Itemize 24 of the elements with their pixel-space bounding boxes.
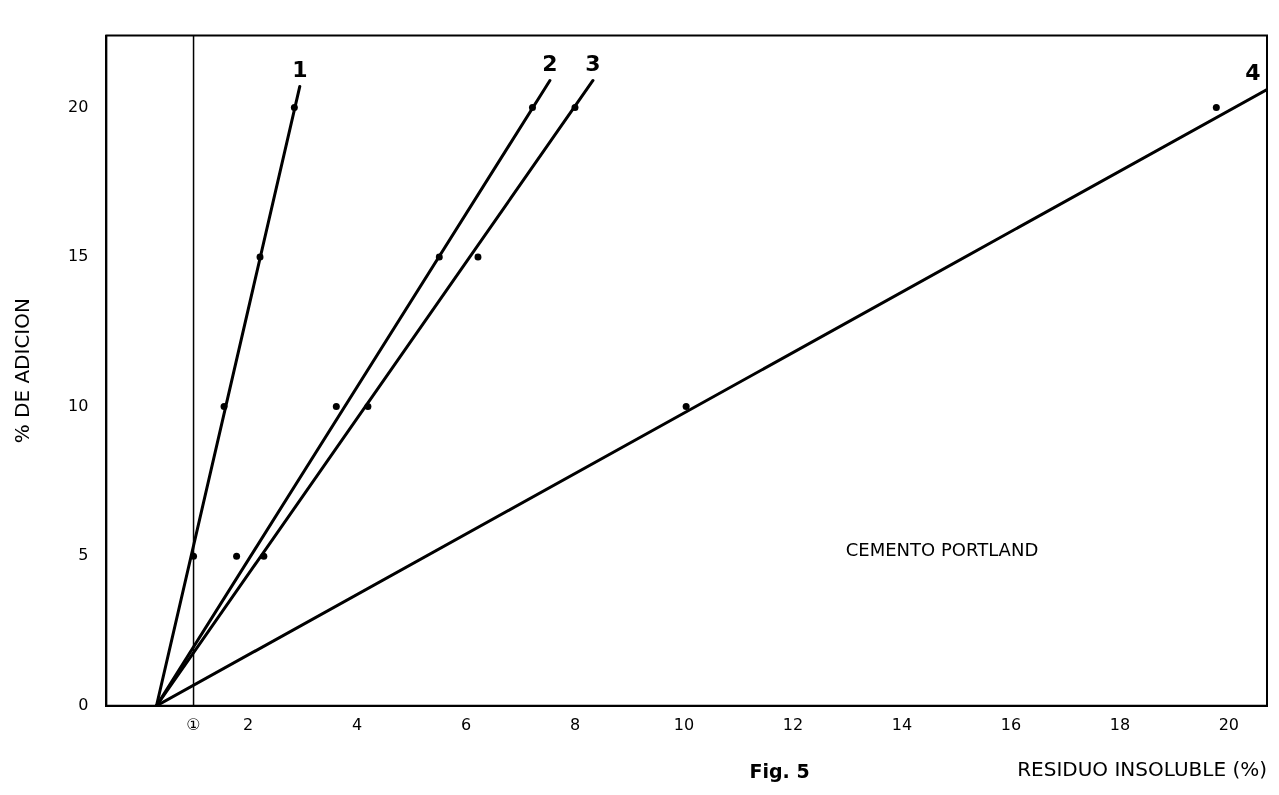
series-label: 2 [542, 51, 558, 77]
x-tick-label: 12 [782, 714, 804, 734]
annotation: CEMENTO PORTLAND [845, 539, 1039, 561]
x-tick-label: 10 [673, 714, 695, 734]
y-tick-label: 5 [78, 545, 89, 565]
x-axis-title: RESIDUO INSOLUBLE (%) [1017, 757, 1267, 782]
x-tick-label: 14 [891, 714, 913, 734]
x-tick-label: 4 [351, 714, 363, 734]
x-tick-label: 8 [569, 714, 581, 734]
series-label: 3 [585, 51, 601, 77]
y-tick-label: 15 [68, 246, 89, 266]
y-tick-label: 20 [68, 96, 89, 116]
y-tick-label: 0 [78, 694, 89, 714]
x-tick-label: 18 [1109, 714, 1131, 734]
series-label: 4 [1245, 60, 1261, 86]
x-tick-label: 20 [1218, 714, 1240, 734]
x-tick-label: 2 [242, 714, 254, 734]
caption: Fig. 5 [749, 759, 810, 782]
x-tick-label: 16 [1000, 714, 1022, 734]
y-tick-label: 10 [68, 395, 89, 415]
x-tick-label: 6 [460, 714, 472, 734]
y-axis-title: % DE ADICION [10, 298, 35, 444]
series-label: 1 [292, 57, 308, 83]
x-tick-label: ① [186, 714, 201, 734]
